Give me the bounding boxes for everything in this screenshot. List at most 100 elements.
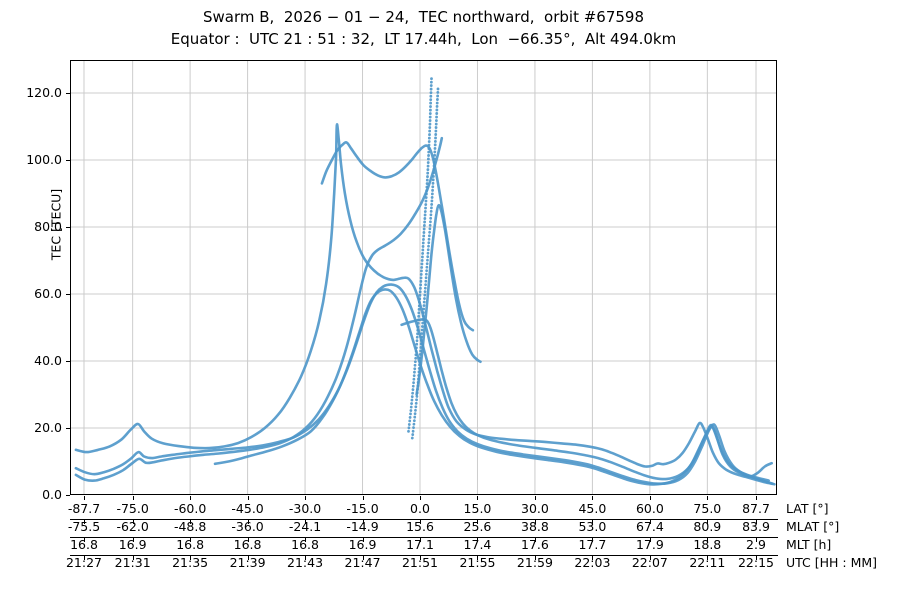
plot-area: [70, 60, 777, 495]
y-tick-label: 100.0: [26, 152, 62, 167]
x-tick-mark: [420, 556, 421, 560]
x-tick-mark: [362, 538, 364, 542]
x-tick-mark: [132, 496, 134, 500]
x-tick-label: 21:27: [65, 554, 102, 570]
x-tick-label: 25.6: [463, 518, 492, 534]
x-tick-label: 16.9: [348, 536, 377, 552]
x-tick-label: -45.0: [231, 500, 264, 516]
y-tick-mark: [66, 294, 70, 295]
x-tick-mark: [190, 520, 192, 524]
x-tick-label: 53.0: [578, 518, 607, 534]
x-tick-label: 75.0: [693, 500, 722, 516]
x-tick-mark: [132, 538, 134, 542]
x-tick-mark: [534, 496, 536, 500]
x-tick-label: 22:03: [574, 554, 611, 570]
x-tick-label: 38.8: [521, 518, 549, 534]
x-tick-label: 22:11: [689, 554, 726, 570]
x-tick-mark: [247, 556, 249, 560]
x-tick-label: 15.6: [406, 518, 434, 534]
x-row-title: MLT [h]: [786, 536, 832, 552]
x-tick-label: 0.0: [410, 500, 430, 516]
x-tick-label: 22:07: [631, 554, 668, 570]
x-tick-mark: [707, 520, 709, 524]
x-tick-label: 87.7: [742, 500, 770, 516]
x-tick-label: 67.4: [635, 518, 664, 534]
x-tick-label: 45.0: [578, 500, 607, 516]
x-tick-mark: [420, 496, 421, 500]
x-tick-mark: [132, 520, 134, 524]
x-tick-label: -14.9: [346, 518, 379, 534]
x-tick-mark: [362, 520, 364, 524]
plot-title: Swarm B, 2026 − 01 − 24, TEC northward, …: [203, 8, 644, 26]
x-tick-label: 17.9: [635, 536, 664, 552]
x-tick-mark: [534, 538, 536, 542]
x-tick-mark: [247, 520, 249, 524]
y-tick-mark: [66, 93, 70, 94]
x-tick-mark: [534, 556, 536, 560]
x-tick-label: 18.8: [693, 536, 722, 552]
x-tick-label: 21:39: [229, 554, 266, 570]
x-tick-label: 83.9: [742, 518, 770, 534]
plot-spines: [70, 60, 777, 495]
y-tick-mark: [66, 361, 70, 362]
x-tick-mark: [305, 538, 307, 542]
tec-chart: [70, 60, 777, 495]
x-tick-label: -60.0: [173, 500, 207, 516]
x-tick-label: 21:47: [344, 554, 381, 570]
tec-trace-9: [213, 288, 773, 486]
x-tick-mark: [305, 496, 307, 500]
x-tick-mark: [756, 538, 757, 542]
x-tick-mark: [756, 520, 757, 524]
y-tick-mark: [66, 160, 70, 161]
x-tick-label: 21:43: [287, 554, 324, 570]
x-row-rule: [70, 555, 778, 556]
x-tick-mark: [756, 556, 757, 560]
x-tick-label: 30.0: [521, 500, 549, 516]
x-tick-label: 21:35: [172, 554, 209, 570]
x-tick-mark: [649, 556, 651, 560]
x-tick-label: 16.8: [70, 536, 98, 552]
x-tick-label: -75.5: [67, 518, 101, 534]
x-tick-label: 16.8: [233, 536, 262, 552]
x-tick-mark: [649, 538, 651, 542]
x-tick-mark: [707, 538, 709, 542]
y-tick-label: 120.0: [26, 85, 62, 100]
x-tick-label: -87.7: [67, 500, 101, 516]
x-tick-label: -75.0: [116, 500, 149, 516]
y-tick-label: 60.0: [34, 286, 62, 301]
x-tick-mark: [247, 496, 249, 500]
x-tick-mark: [592, 556, 594, 560]
y-tick-mark: [66, 495, 70, 496]
x-tick-mark: [132, 556, 134, 560]
x-tick-mark: [362, 496, 364, 500]
x-tick-label: 17.1: [406, 536, 434, 552]
x-tick-mark: [83, 538, 85, 542]
y-tick-label: 40.0: [34, 353, 62, 368]
x-tick-mark: [305, 556, 307, 560]
x-tick-mark: [83, 520, 85, 524]
x-tick-mark: [190, 556, 192, 560]
x-tick-label: 22:15: [737, 554, 775, 570]
x-tick-mark: [477, 520, 479, 524]
x-tick-mark: [592, 496, 594, 500]
x-tick-mark: [592, 538, 594, 542]
x-tick-mark: [420, 520, 421, 524]
x-tick-label: 21:55: [459, 554, 496, 570]
x-tick-label: 80.9: [693, 518, 722, 534]
y-tick-label: 80.0: [34, 219, 62, 234]
x-tick-label: 21:51: [401, 554, 439, 570]
plot-subtitle: Equator : UTC 21 : 51 : 32, LT 17.44h, L…: [170, 30, 677, 48]
tec-trace-8: [74, 136, 444, 482]
y-tick-mark: [66, 227, 70, 228]
y-tick-label: 0.0: [42, 487, 62, 502]
x-tick-label: 17.6: [521, 536, 549, 552]
x-tick-mark: [592, 520, 594, 524]
x-tick-label: -24.1: [288, 518, 322, 534]
y-tick-mark: [66, 428, 70, 429]
x-tick-mark: [707, 556, 709, 560]
x-tick-label: -62.0: [116, 518, 149, 534]
x-tick-label: 21:31: [114, 554, 151, 570]
x-tick-label: 16.8: [291, 536, 319, 552]
tec-trace-3: [407, 77, 433, 433]
x-tick-mark: [190, 538, 192, 542]
